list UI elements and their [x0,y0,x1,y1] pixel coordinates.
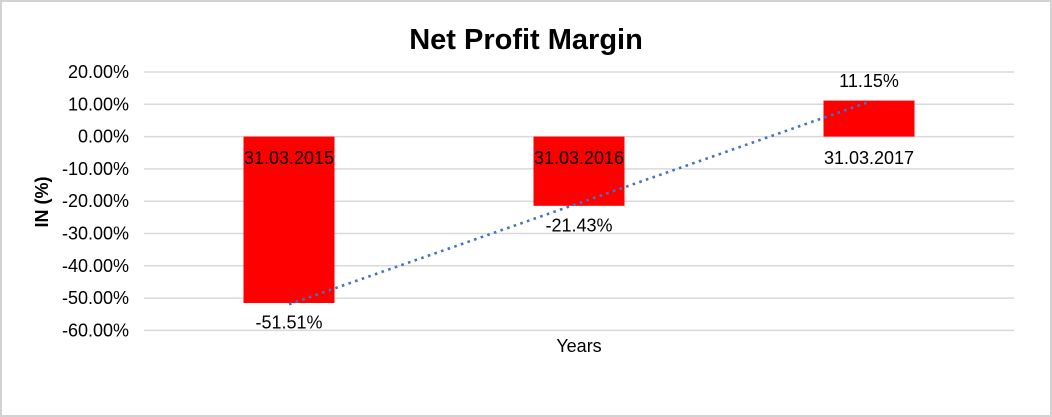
y-axis-tick-label: -60.00% [62,320,129,340]
bar [533,136,625,206]
value-label: 11.15% [839,71,899,91]
y-axis-tick-label: -40.00% [62,256,129,276]
y-axis-tick-label: 0.00% [78,127,129,147]
value-label: -21.43% [545,215,612,235]
category-label: 31.03.2017 [824,148,914,168]
bar [243,136,335,303]
y-axis-title: IN (%) [32,177,52,228]
category-label: 31.03.2016 [534,148,624,168]
chart-title: Net Profit Margin [409,24,643,56]
y-axis-tick-label: -30.00% [62,224,129,244]
category-label: 31.03.2015 [244,148,334,168]
y-axis-tick-label: -10.00% [62,159,129,179]
y-axis-tick-label: -50.00% [62,288,129,308]
bar [823,100,915,137]
trendline [288,100,870,306]
x-axis-title: Years [556,336,601,356]
y-axis-tick-label: 20.00% [68,62,129,82]
value-label: -51.51% [255,312,322,332]
y-axis-tick-label: 10.00% [68,94,129,114]
y-axis-tick-label: -20.00% [62,191,129,211]
